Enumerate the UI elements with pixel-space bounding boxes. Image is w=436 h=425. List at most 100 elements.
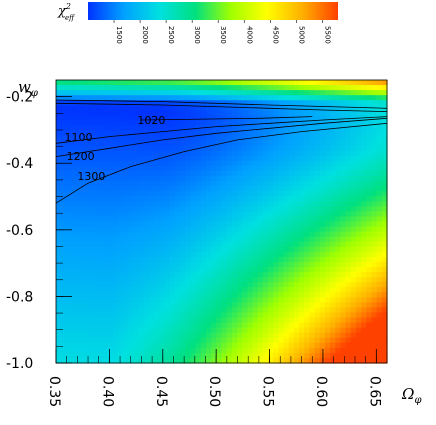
heatmap-cell bbox=[247, 176, 254, 182]
heatmap-cell bbox=[174, 322, 181, 329]
heatmap-cell bbox=[123, 201, 130, 207]
heatmap-cell bbox=[81, 352, 88, 359]
heatmap-cell bbox=[319, 145, 326, 152]
heatmap-cell bbox=[200, 120, 207, 127]
heatmap-cell bbox=[174, 251, 181, 258]
heatmap-cell bbox=[247, 191, 254, 197]
heatmap-cell bbox=[200, 282, 207, 288]
heatmap-cell bbox=[299, 130, 305, 137]
heatmap-cell bbox=[81, 231, 88, 238]
heatmap-cell bbox=[66, 165, 73, 172]
heatmap-cell bbox=[133, 327, 140, 334]
heatmap-cell bbox=[371, 282, 378, 288]
heatmap-cell bbox=[319, 261, 326, 268]
heatmap-cell bbox=[159, 352, 166, 359]
heatmap-cell bbox=[205, 292, 212, 298]
heatmap-cell bbox=[257, 241, 264, 248]
heatmap-cell bbox=[335, 95, 342, 101]
heatmap-cell bbox=[180, 241, 186, 248]
heatmap-cell bbox=[180, 145, 186, 152]
heatmap-cell bbox=[319, 95, 326, 101]
heatmap-cell bbox=[216, 357, 223, 364]
heatmap-cell bbox=[61, 357, 67, 364]
heatmap-cell bbox=[180, 302, 186, 309]
heatmap-cell bbox=[154, 186, 161, 192]
heatmap-cell bbox=[257, 221, 264, 228]
heatmap-cell bbox=[252, 120, 259, 127]
heatmap-cell bbox=[102, 337, 109, 344]
heatmap-cell bbox=[314, 327, 321, 334]
heatmap-cell bbox=[118, 357, 124, 364]
heatmap-cell bbox=[143, 327, 150, 334]
heatmap-cell bbox=[314, 277, 321, 283]
heatmap-cell bbox=[335, 105, 342, 111]
heatmap-cell bbox=[226, 100, 233, 106]
heatmap-cell bbox=[257, 287, 264, 293]
heatmap-cell bbox=[169, 201, 176, 207]
heatmap-cell bbox=[200, 337, 207, 344]
heatmap-cell bbox=[56, 292, 62, 298]
heatmap-cell bbox=[268, 80, 274, 86]
heatmap-cell bbox=[319, 297, 326, 303]
heatmap-cell bbox=[143, 125, 150, 132]
heatmap-cell bbox=[371, 120, 378, 127]
heatmap-cell bbox=[169, 246, 176, 253]
heatmap-cell bbox=[133, 90, 140, 96]
heatmap-cell bbox=[66, 216, 73, 223]
heatmap-cell bbox=[247, 266, 254, 273]
heatmap-cell bbox=[340, 181, 347, 187]
heatmap-cell bbox=[92, 357, 98, 364]
heatmap-cell bbox=[330, 302, 336, 309]
heatmap-cell bbox=[61, 302, 67, 309]
heatmap-cell bbox=[216, 165, 223, 172]
heatmap-cell bbox=[242, 155, 248, 162]
heatmap-cell bbox=[231, 266, 238, 273]
heatmap-cell bbox=[66, 150, 73, 157]
heatmap-cell bbox=[252, 282, 259, 288]
heatmap-cell bbox=[102, 150, 109, 157]
heatmap-cell bbox=[205, 115, 212, 122]
heatmap-cell bbox=[226, 297, 233, 303]
heatmap-cell bbox=[190, 357, 197, 364]
x-axis-ticks: 0.35 0.40 0.45 0.50 0.55 0.60 0.65 bbox=[46, 349, 382, 407]
heatmap-cell bbox=[169, 130, 176, 137]
heatmap-cell bbox=[381, 150, 388, 157]
heatmap-cell bbox=[376, 266, 383, 273]
heatmap-cell bbox=[87, 201, 93, 207]
heatmap-cell bbox=[190, 115, 197, 122]
heatmap-cell bbox=[159, 125, 166, 132]
heatmap-cell bbox=[304, 266, 311, 273]
heatmap-cell bbox=[138, 266, 145, 273]
heatmap-cell bbox=[56, 322, 62, 329]
heatmap-cell bbox=[335, 307, 342, 314]
heatmap-cell bbox=[361, 155, 367, 162]
heatmap-cell bbox=[195, 216, 202, 223]
heatmap-cell bbox=[314, 165, 321, 172]
heatmap-cell bbox=[97, 261, 104, 268]
heatmap-cell bbox=[102, 135, 109, 142]
heatmap-cell bbox=[61, 186, 67, 192]
heatmap-cell bbox=[293, 221, 300, 228]
heatmap-cell bbox=[128, 100, 135, 106]
heatmap-cell bbox=[376, 150, 383, 157]
heatmap-cell bbox=[262, 100, 269, 106]
heatmap-cell bbox=[355, 95, 362, 101]
heatmap-cell bbox=[262, 85, 269, 91]
heatmap-cell bbox=[107, 125, 114, 132]
heatmap-cell bbox=[304, 140, 311, 147]
heatmap-cell bbox=[112, 256, 119, 263]
heatmap-cell bbox=[381, 342, 388, 349]
heatmap-cell bbox=[169, 165, 176, 172]
heatmap-cell bbox=[237, 206, 243, 212]
heatmap-cell bbox=[180, 282, 186, 288]
heatmap-cell bbox=[102, 196, 109, 202]
heatmap-cell bbox=[87, 307, 93, 314]
heatmap-cell bbox=[221, 332, 228, 339]
heatmap-cell bbox=[366, 165, 373, 172]
heatmap-cell bbox=[174, 342, 181, 349]
heatmap-cell bbox=[330, 110, 336, 116]
heatmap-cell bbox=[56, 140, 62, 147]
heatmap-cell bbox=[371, 130, 378, 137]
heatmap-cell bbox=[226, 125, 233, 132]
heatmap-cell bbox=[128, 277, 135, 283]
